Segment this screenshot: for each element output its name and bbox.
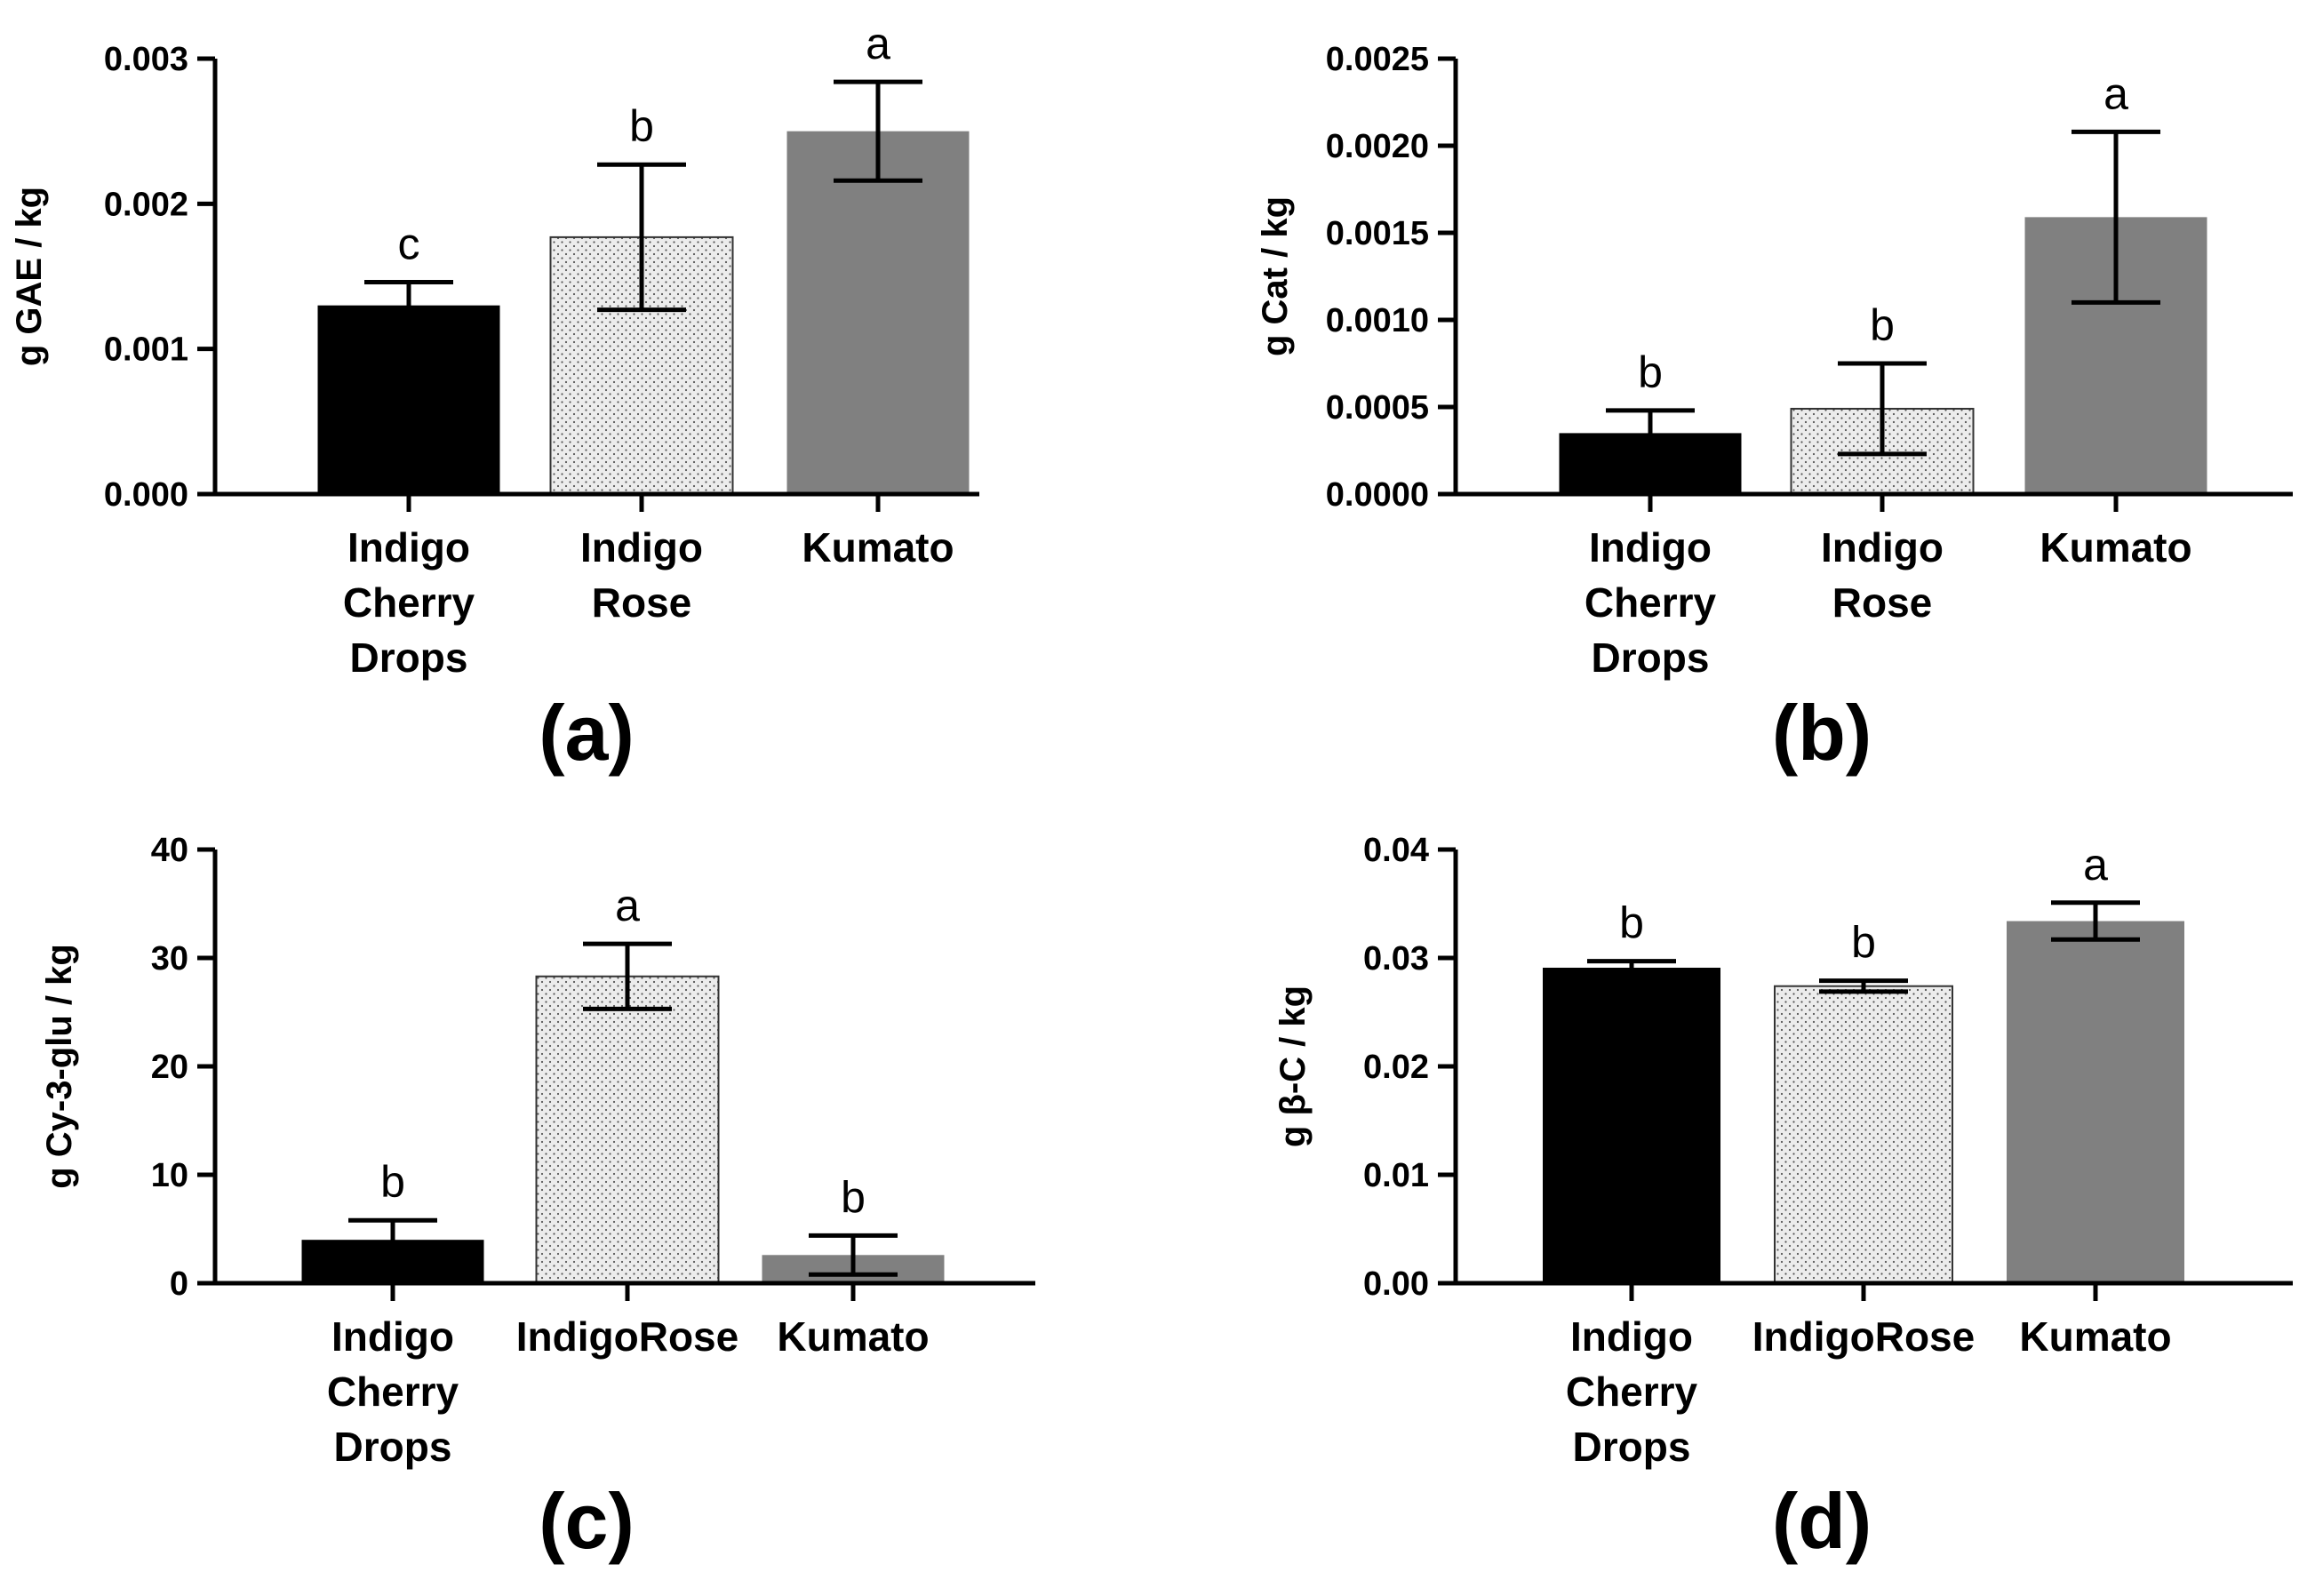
panel-label: (d) [1772,1477,1872,1565]
panel-label: (c) [539,1477,635,1565]
significance-label: b [841,1172,866,1222]
panel-c: b Indigo Cherry Drops a IndigoRose b Kumato 0 10 2… [40,832,1035,1565]
y-tick-label: 0 [170,1265,188,1303]
category-label: Kumato [777,1313,929,1360]
panel-d: b Indigo Cherry Drops b IndigoRose a Kumato 0.00… [1273,832,2293,1565]
significance-label: a [615,881,640,930]
category-label: IndigoRose [516,1313,738,1360]
significance-label: b [380,1157,405,1207]
y-tick-label: 0.00 [1363,1265,1429,1303]
error-bar-indigo-cherry-drops [1587,959,1676,977]
category-label: Indigo [1589,524,1712,571]
error-bar-kumato [809,1233,898,1277]
bar-kumato [786,131,970,494]
y-tick-label: 0.000 [104,476,188,514]
category-label: Kumato [802,524,954,571]
y-axis-label: g Cat / kg [1256,196,1295,356]
y-tick-label: 0.0025 [1326,41,1429,78]
bar-indigo-rose [535,975,720,1284]
category-label: Indigo [347,524,470,571]
significance-label: b [1851,918,1876,968]
bar-kumato [2007,921,2184,1283]
category-label: Drops [1573,1424,1691,1470]
category-label: Indigo [580,524,703,571]
y-tick-label: 0.001 [104,331,188,369]
significance-label: c [398,219,420,269]
panel-label: (a) [539,689,635,777]
error-bar-indigo-rose [597,162,686,313]
bar-indigo-cherry-drops [1543,967,1720,1283]
category-label: Drops [334,1424,452,1470]
y-tick-label: 0.03 [1363,940,1429,978]
y-tick-label: 0.0020 [1326,128,1429,165]
y-tick-label: 0.02 [1363,1049,1429,1086]
category-label: Cherry [343,579,475,626]
significance-label: a [2083,840,2108,890]
y-tick-label: 0.0000 [1326,476,1429,514]
significance-label: a [866,19,890,68]
y-tick-label: 0.0010 [1326,302,1429,339]
y-axis-label: g β-C / kg [1273,986,1313,1147]
category-label: Drops [350,634,468,681]
error-bar-indigo-rose [1819,978,1908,994]
bar-indigo-rose [1774,985,1953,1284]
error-bar-indigo-cherry-drops [364,280,453,331]
category-label: Cherry [1585,579,1717,626]
error-bar-indigo-cherry-drops [348,1217,437,1262]
category-label: Indigo [331,1313,454,1360]
error-bar-indigo-rose [1838,361,1927,457]
y-tick-label: 0.003 [104,41,188,78]
y-tick-label: 0.01 [1363,1157,1429,1194]
category-label: Kumato [2019,1313,2171,1360]
category-label: Kumato [2040,524,2191,571]
significance-label: b [1870,300,1895,350]
category-label: Rose [592,579,691,626]
y-tick-label: 20 [151,1049,188,1086]
y-axis-label: g GAE / kg [10,187,49,366]
significance-label: a [2103,68,2128,118]
category-label: Cherry [1566,1369,1698,1415]
category-label: IndigoRose [1752,1313,1975,1360]
error-bar-indigo-rose [583,941,672,1011]
y-tick-label: 0.002 [104,186,188,223]
y-tick-label: 0.0015 [1326,215,1429,252]
error-bar-indigo-cherry-drops [1606,408,1695,459]
category-label: Drops [1592,634,1710,681]
significance-label: b [1619,898,1644,948]
y-tick-label: 10 [151,1157,188,1194]
error-bar-kumato [2072,129,2160,305]
category-label: Indigo [1570,1313,1693,1360]
error-bar-kumato [2051,900,2140,942]
error-bar-kumato [834,79,922,183]
y-tick-label: 30 [151,940,188,978]
panel-b: b Indigo Cherry Drops b Indigo Rose a Kumato 0.00… [1256,41,2293,777]
y-tick-label: 0.0005 [1326,389,1429,427]
panel-a: c Indigo Cherry Drops b Indigo Rose a Kumato 0.00… [10,19,979,777]
significance-label: b [1638,347,1663,397]
y-tick-label: 40 [151,832,188,869]
y-tick-label: 0.04 [1363,832,1429,869]
category-label: Indigo [1821,524,1944,571]
category-label: Cherry [327,1369,459,1415]
bar-indigo-cherry-drops [317,305,500,494]
significance-label: b [629,101,654,151]
panel-label: (b) [1772,689,1872,777]
category-label: Rose [1832,579,1932,626]
y-axis-label: g Cy-3-glu / kg [40,944,79,1189]
